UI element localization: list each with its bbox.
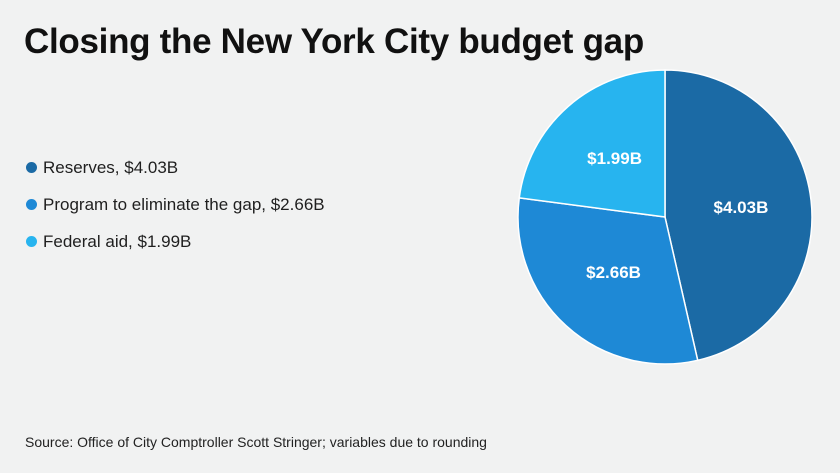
pie-slice-federal-aid	[518, 69, 666, 218]
legend-label-program: Program to eliminate the gap, $2.66B	[43, 194, 325, 214]
pie-label-program: $2.66B	[586, 263, 641, 282]
legend-swatch-program	[26, 199, 37, 210]
chart-title: Closing the New York City budget gap	[24, 22, 644, 61]
legend-item-federal-aid: Federal aid, $1.99B	[26, 232, 325, 251]
legend-label-reserves: Reserves, $4.03B	[43, 157, 179, 177]
pie-slice-program	[517, 197, 699, 365]
source-note: Source: Office of City Comptroller Scott…	[25, 434, 487, 450]
legend-item-program: Program to eliminate the gap, $2.66B	[26, 195, 325, 214]
pie-label-federal-aid: $1.99B	[587, 149, 642, 168]
legend-label-federal-aid: Federal aid, $1.99B	[43, 231, 192, 251]
pie-chart: $4.03B $2.66B $1.99B	[517, 69, 813, 365]
legend: Reserves, $4.03B Program to eliminate th…	[26, 158, 325, 269]
legend-swatch-reserves	[26, 162, 37, 173]
legend-item-reserves: Reserves, $4.03B	[26, 158, 325, 177]
legend-swatch-federal-aid	[26, 236, 37, 247]
pie-slice-reserves	[664, 69, 813, 362]
pie-label-reserves: $4.03B	[714, 198, 769, 217]
